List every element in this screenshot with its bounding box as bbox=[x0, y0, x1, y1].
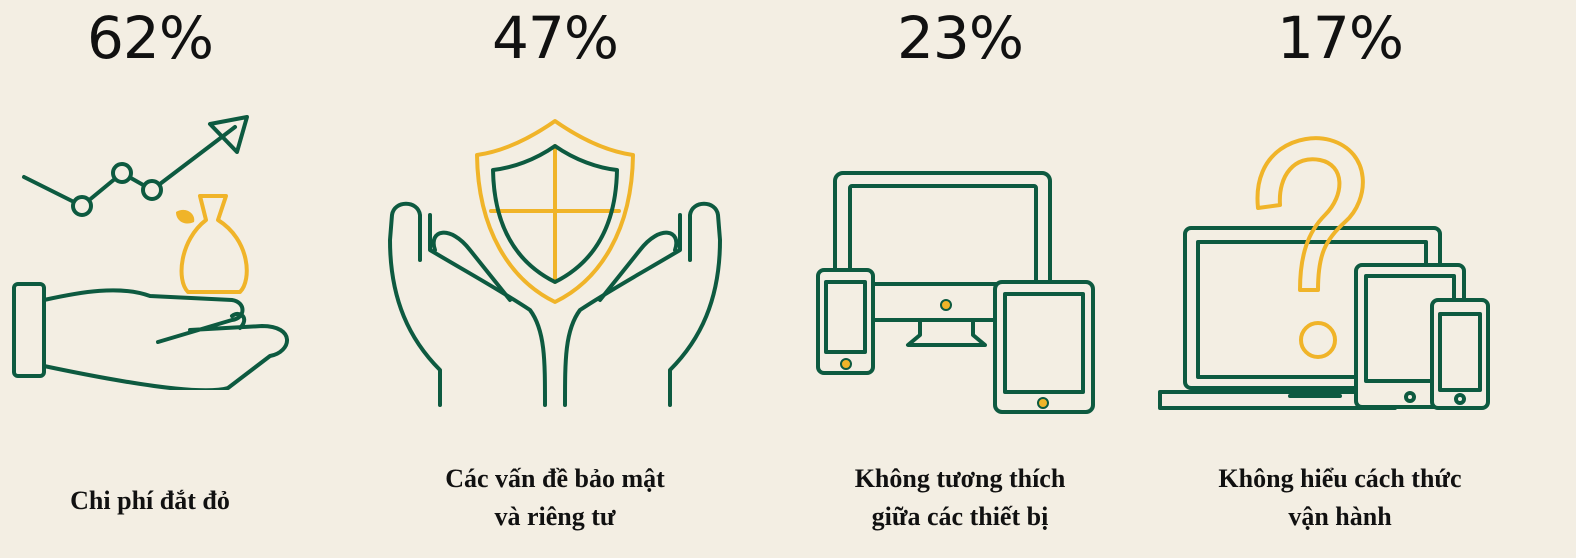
devices-question-icon bbox=[1158, 136, 1490, 410]
stat-device-compatibility: 23% Không tương thích giữa các thiết bị bbox=[760, 0, 1160, 558]
label-line: Không tương thích bbox=[854, 464, 1066, 493]
stat-expensive-cost: 62% Chi phí đắt đỏ bbox=[0, 0, 300, 558]
label-line: vận hành bbox=[1288, 502, 1392, 531]
hand-money-growth-icon bbox=[12, 115, 289, 390]
percent-value: 17% bbox=[1277, 4, 1404, 72]
percent-value: 23% bbox=[897, 4, 1024, 72]
label-line: Các vấn đề bảo mật bbox=[445, 464, 665, 493]
percent-value: 47% bbox=[492, 4, 619, 72]
label-line: và riêng tư bbox=[494, 502, 616, 531]
stat-security-privacy: 47% Các vấn đề bảo mật và riêng tư bbox=[355, 0, 755, 558]
multiple-devices-icon bbox=[816, 171, 1095, 414]
stat-not-understanding-operation: 17% Không hiểu cách thức vận hành bbox=[1140, 0, 1540, 558]
percent-value: 62% bbox=[87, 4, 214, 72]
label-line: giữa các thiết bị bbox=[871, 502, 1049, 531]
label-line: Chi phí đắt đỏ bbox=[70, 486, 230, 515]
hands-shield-icon bbox=[388, 119, 722, 407]
label-line: Không hiểu cách thức bbox=[1218, 464, 1462, 493]
